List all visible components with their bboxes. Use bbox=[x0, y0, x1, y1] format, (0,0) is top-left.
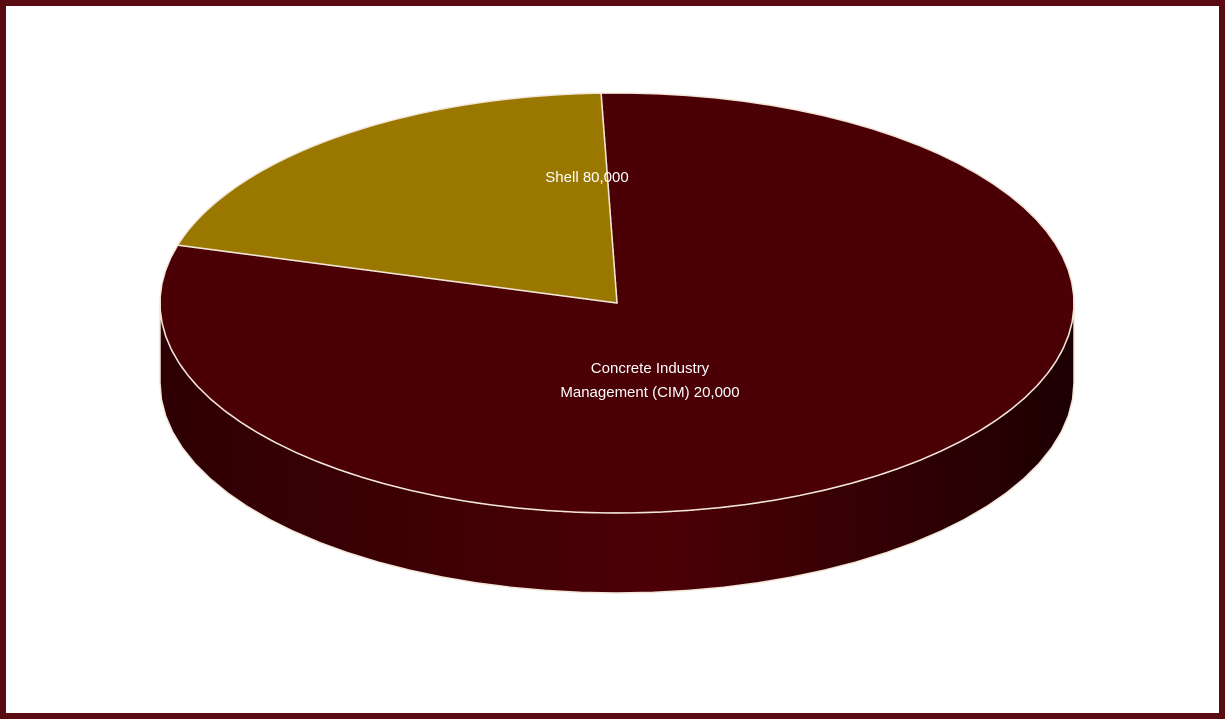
slice-concrete bbox=[176, 92, 618, 304]
data-label-shell: Shell 80,000 bbox=[545, 169, 628, 186]
pie-group: Shell 80,000 Concrete Industry Management … bbox=[159, 92, 1075, 594]
pie-chart: Shell 80,000 Concrete Industry Management … bbox=[159, 92, 1075, 594]
data-label-concrete: Concrete Industry Management (CIM) 20,000 bbox=[560, 360, 739, 401]
